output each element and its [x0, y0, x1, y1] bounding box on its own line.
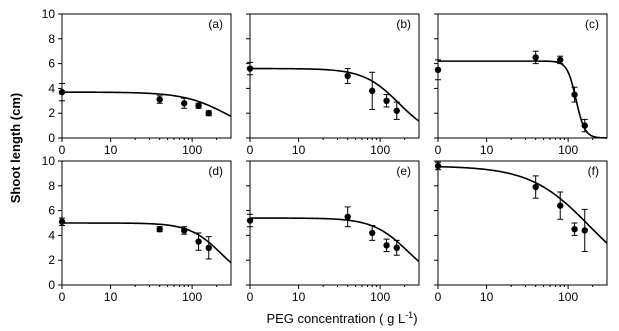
data-point — [557, 56, 564, 64]
x-tick-label: 100 — [370, 143, 390, 157]
x-axis-title: PEG concentration ( g L-1) — [266, 310, 417, 326]
panel-label: (f) — [588, 164, 599, 178]
panel-label: (e) — [396, 164, 411, 178]
data-point — [58, 218, 66, 225]
data-point — [181, 100, 188, 107]
panel-label: (c) — [585, 17, 599, 31]
data-point — [58, 88, 66, 96]
data-point — [344, 213, 351, 220]
x-tick-label: 100 — [370, 290, 390, 304]
data-point — [557, 202, 564, 209]
x-tick-label: 0 — [435, 290, 442, 304]
data-point — [383, 97, 390, 105]
y-tick-label: 10 — [42, 7, 56, 21]
panel-frame — [437, 160, 608, 286]
x-tick-label: 0 — [435, 143, 442, 157]
y-tick-label: 2 — [48, 253, 55, 267]
x-tick-label: 10 — [480, 290, 494, 304]
y-tick-label: 2 — [48, 106, 55, 120]
x-tick-label: 100 — [182, 290, 202, 304]
panel-label: (a) — [208, 17, 223, 31]
fitted-curve — [438, 60, 608, 139]
x-tick-label: 100 — [558, 143, 578, 157]
x-tick-label: 0 — [247, 143, 254, 157]
y-tick-label: 6 — [48, 204, 55, 218]
data-point — [434, 162, 442, 170]
fitted-curve — [62, 222, 232, 264]
data-point — [205, 110, 212, 117]
panel-label: (d) — [208, 164, 223, 178]
fitted-curve — [438, 166, 608, 244]
x-tick-label: 0 — [247, 290, 254, 304]
x-tick-label: 0 — [59, 143, 66, 157]
x-axis-title-close: ) — [413, 311, 417, 326]
data-point — [434, 66, 442, 74]
data-point — [369, 87, 376, 95]
panel-frame — [61, 13, 232, 139]
data-point — [156, 96, 163, 103]
x-tick-label: 0 — [59, 290, 66, 304]
x-tick-label: 10 — [104, 143, 118, 157]
data-point — [532, 183, 539, 191]
y-tick-label: 4 — [48, 228, 55, 242]
y-tick-label: 8 — [48, 179, 55, 193]
data-point — [571, 91, 578, 98]
data-point — [344, 72, 351, 80]
x-tick-label: 10 — [480, 143, 494, 157]
y-axis-title: Shoot length (cm) — [8, 93, 23, 204]
data-point — [181, 227, 188, 234]
y-tick-label: 4 — [48, 81, 55, 95]
x-tick-label: 10 — [292, 290, 306, 304]
data-point — [246, 217, 254, 224]
x-axis-title-sup: -1 — [405, 310, 413, 320]
data-point — [383, 242, 390, 249]
panel-f: (f) 0 10 100 — [434, 160, 608, 304]
data-point — [369, 229, 376, 237]
data-point — [156, 226, 163, 233]
fitted-curve — [250, 67, 420, 122]
fitted-curve — [250, 217, 420, 263]
panel-frame — [249, 160, 420, 286]
y-tick-label: 8 — [48, 32, 55, 46]
panel-c: (c) 0 10 100 — [434, 13, 608, 157]
data-point — [205, 244, 212, 251]
data-point — [195, 102, 202, 109]
panel-label: (b) — [396, 17, 411, 31]
fitted-curve — [62, 91, 232, 118]
data-point — [393, 107, 400, 114]
x-tick-label: 100 — [182, 143, 202, 157]
data-point — [532, 54, 539, 61]
data-point — [246, 65, 254, 72]
data-point — [581, 227, 588, 234]
x-tick-label: 10 — [292, 143, 306, 157]
panel-b: (b) 0 10 100 — [246, 13, 420, 157]
y-tick-label: 6 — [48, 57, 55, 71]
y-tick-label: 0 — [48, 131, 55, 145]
data-point — [195, 238, 202, 245]
x-axis-title-main: PEG concentration ( g L — [266, 311, 405, 326]
y-tick-label: 10 — [42, 154, 56, 168]
panel-e: (e) 0 10 100 — [246, 160, 420, 304]
y-tick-label: 0 — [48, 278, 55, 292]
data-point — [571, 226, 578, 233]
x-tick-label: 100 — [558, 290, 578, 304]
x-tick-label: 10 — [104, 290, 118, 304]
data-point — [393, 244, 400, 251]
data-point — [581, 122, 588, 129]
panel-frame — [249, 13, 420, 139]
